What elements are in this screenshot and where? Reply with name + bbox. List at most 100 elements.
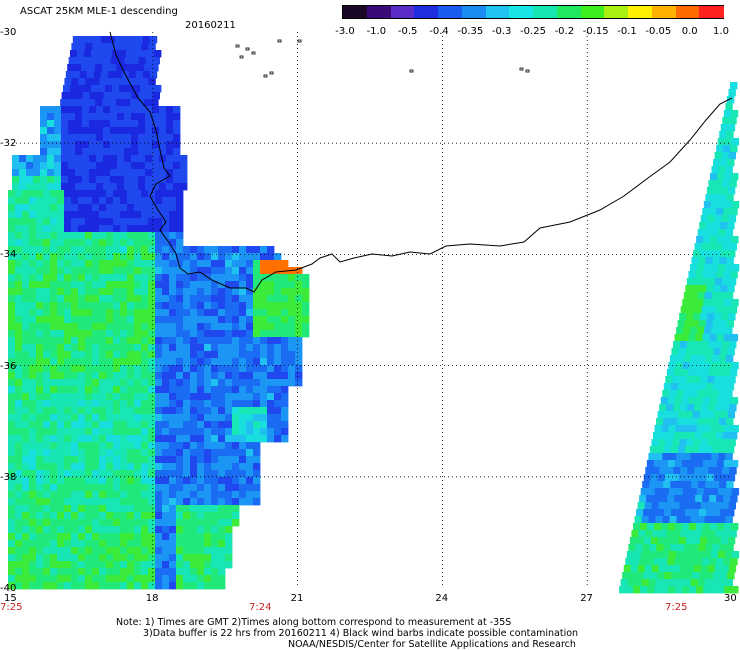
- swath-pixel: [155, 442, 163, 450]
- swath-pixel: [162, 421, 170, 429]
- swath-pixel: [162, 449, 170, 457]
- swath-pixel: [64, 274, 72, 282]
- swath-pixel: [124, 141, 132, 149]
- swath-pixel: [669, 453, 677, 461]
- swath-pixel: [36, 295, 44, 303]
- swath-pixel: [176, 491, 184, 499]
- swath-pixel: [652, 467, 660, 475]
- swath-pixel: [183, 351, 191, 359]
- swath-pixel: [96, 169, 104, 177]
- swath-pixel: [110, 176, 118, 184]
- swath-pixel: [57, 526, 65, 534]
- swath-pixel: [176, 393, 184, 401]
- swath-pixel: [302, 288, 310, 296]
- swath-pixel: [43, 218, 51, 226]
- swath-pixel: [134, 267, 142, 275]
- swath-pixel: [152, 113, 160, 121]
- swath-pixel: [253, 246, 261, 254]
- swath-pixel: [689, 362, 697, 370]
- swath-pixel: [204, 435, 212, 443]
- swath-pixel: [40, 183, 48, 191]
- swath-pixel: [36, 274, 44, 282]
- island-outline: [251, 51, 256, 55]
- swath-pixel: [117, 169, 125, 177]
- swath-pixel: [78, 246, 86, 254]
- swath-pixel: [134, 540, 142, 548]
- time-label: 7:25: [665, 602, 688, 613]
- swath-pixel: [75, 148, 83, 156]
- swath-pixel: [106, 407, 114, 415]
- swath-pixel: [169, 533, 177, 541]
- swath-pixel: [253, 414, 261, 422]
- swath-pixel: [99, 547, 107, 555]
- swath-pixel: [154, 85, 162, 93]
- swath-pixel: [127, 393, 135, 401]
- swath-pixel: [708, 404, 716, 412]
- swath-pixel: [661, 551, 670, 559]
- swath-pixel: [211, 435, 219, 443]
- swath-pixel: [704, 516, 712, 524]
- swath-pixel: [22, 239, 30, 247]
- swath-pixel: [148, 435, 156, 443]
- swath-pixel: [246, 407, 254, 415]
- swath-pixel: [148, 470, 156, 478]
- swath-pixel: [728, 278, 737, 286]
- swath-pixel: [15, 365, 23, 373]
- swath-pixel: [671, 537, 680, 545]
- swath-pixel: [717, 488, 726, 496]
- swath-pixel: [71, 421, 79, 429]
- swath-pixel: [155, 512, 163, 520]
- swath-pixel: [15, 274, 23, 282]
- swath-pixel: [82, 155, 90, 163]
- swath-pixel: [85, 239, 93, 247]
- swath-pixel: [149, 71, 158, 79]
- lat-label: -32: [0, 138, 17, 150]
- swath-pixel: [724, 264, 733, 272]
- swath-pixel: [106, 379, 114, 387]
- swath-pixel: [106, 582, 114, 590]
- swath-pixel: [92, 498, 100, 506]
- swath-pixel: [64, 330, 72, 338]
- swath-pixel: [50, 351, 58, 359]
- swath-pixel: [727, 474, 736, 482]
- swath-pixel: [70, 50, 78, 58]
- swath-pixel: [246, 358, 254, 366]
- swath-pixel: [120, 561, 128, 569]
- swath-pixel: [78, 288, 86, 296]
- swath-pixel: [148, 512, 156, 520]
- swath-pixel: [106, 491, 114, 499]
- swath-pixel: [714, 439, 722, 447]
- swath-pixel: [162, 211, 170, 219]
- swath-pixel: [667, 397, 676, 405]
- swath-pixel: [693, 250, 701, 258]
- swath-pixel: [155, 547, 163, 555]
- swath-pixel: [106, 568, 114, 576]
- swath-pixel: [295, 337, 303, 345]
- swath-pixel: [731, 586, 739, 594]
- swath-pixel: [197, 582, 205, 590]
- swath-pixel: [15, 442, 23, 450]
- swath-pixel: [694, 341, 702, 349]
- swath-pixel: [85, 351, 93, 359]
- swath-pixel: [99, 533, 107, 541]
- swath-pixel: [695, 432, 703, 440]
- swath-pixel: [729, 369, 738, 377]
- swath-pixel: [57, 386, 65, 394]
- swath-pixel: [267, 414, 275, 422]
- swath-pixel: [663, 383, 672, 391]
- swath-pixel: [718, 292, 727, 300]
- swath-pixel: [714, 278, 723, 286]
- swath-pixel: [662, 453, 670, 461]
- swath-pixel: [225, 344, 233, 352]
- swath-pixel: [176, 435, 184, 443]
- swath-pixel: [211, 505, 219, 513]
- swath-pixel: [225, 547, 233, 555]
- swath-pixel: [724, 488, 733, 496]
- swath-pixel: [225, 330, 233, 338]
- swath-pixel: [700, 278, 709, 286]
- swath-pixel: [162, 498, 170, 506]
- swath-pixel: [148, 239, 156, 247]
- swath-pixel: [141, 575, 149, 583]
- swath-pixel: [731, 425, 739, 433]
- swath-pixel: [89, 148, 97, 156]
